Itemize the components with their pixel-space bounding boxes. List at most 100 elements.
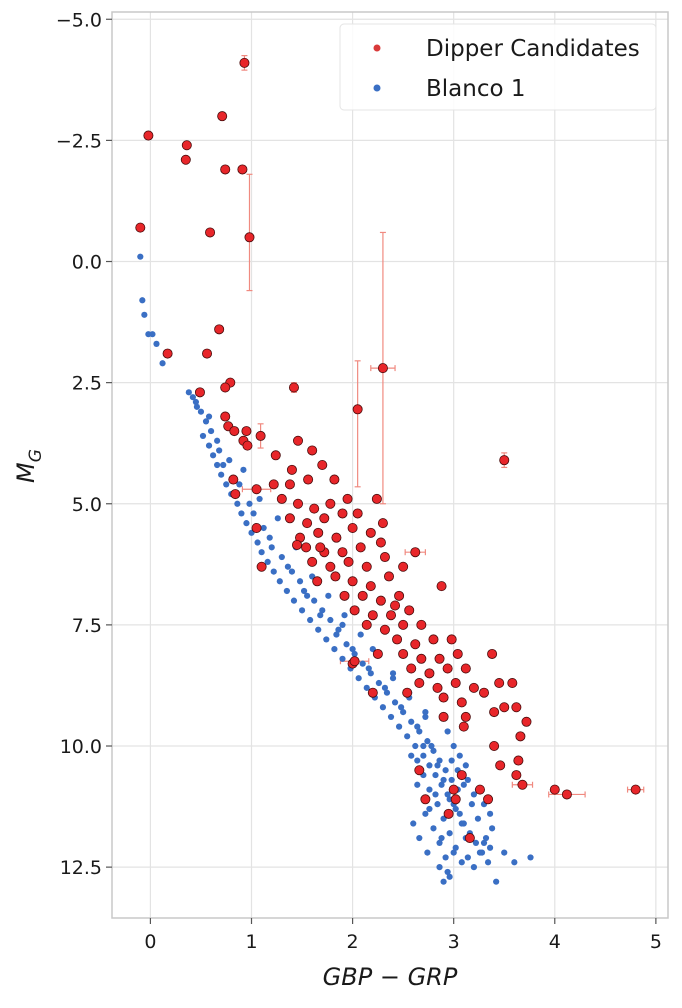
dipper-candidate-point (487, 648, 498, 659)
blanco-1-point (149, 331, 156, 338)
blanco-1-point (470, 791, 478, 798)
dipper-candidate-point (515, 731, 526, 742)
blanco-1-point (398, 704, 405, 711)
blanco-1-point (450, 742, 457, 750)
blanco-1-point (416, 834, 423, 842)
dipper-candidate-point (438, 711, 449, 722)
dipper-candidate-point (194, 387, 205, 398)
blanco-1-point (270, 568, 277, 575)
dipper-candidate-point (325, 561, 336, 572)
blanco-1-point (432, 771, 439, 779)
dipper-candidate-point (302, 518, 313, 529)
blanco-1-point (304, 592, 311, 599)
dipper-candidate-point (361, 619, 372, 630)
blanco-1-point (238, 510, 245, 517)
dipper-candidate-point (244, 232, 255, 243)
dipper-candidate-point (390, 600, 401, 611)
blanco-1-point (404, 733, 411, 740)
axis-ticks: 0 1 2 3 4 5 −5.0 −2.5 0.0 2.5 5.0 7.5 10.0 12.5 (56, 9, 662, 953)
blanco-1-point (141, 311, 148, 318)
blanco-1-point (430, 747, 437, 754)
blanco-1-point (422, 708, 429, 716)
blanco-1-point (440, 878, 447, 885)
dipper-candidate-point (349, 656, 360, 667)
dipper-candidate-point (202, 348, 213, 359)
dipper-candidate-point (489, 741, 500, 752)
dipper-candidate-point (284, 513, 295, 524)
dipper-candidate-point (507, 678, 518, 689)
dipper-candidate-point (511, 702, 522, 713)
dipper-candidate-point (349, 605, 360, 616)
dipper-candidate-point (230, 489, 241, 500)
x-tick-label: 2 (347, 931, 359, 953)
dipper-candidate-point (313, 527, 324, 538)
blanco-1-point (391, 699, 399, 706)
blanco-1-point (387, 713, 395, 721)
blanco-1-point (300, 587, 308, 595)
blanco-1-point (464, 854, 471, 861)
dipper-candidate-point (242, 440, 253, 451)
blanco-1-point (422, 713, 429, 721)
blanco-1-point (426, 805, 433, 813)
blanco-1-point (468, 801, 475, 808)
blanco-1-point (420, 752, 427, 759)
y-tick-label: −2.5 (56, 130, 102, 152)
blanco-1-point (296, 578, 304, 585)
dipper-candidate-point (392, 634, 403, 645)
blanco-1-point (349, 646, 356, 653)
dipper-candidate-point (448, 784, 459, 795)
x-tick-label: 4 (549, 931, 561, 953)
blanco-1-point (470, 864, 478, 871)
blanco-1-point (258, 549, 265, 556)
y-axis-title: MG (12, 449, 46, 483)
blanco-1-point (298, 607, 306, 614)
dipper-candidate-point (458, 721, 469, 732)
dipper-candidate-point (220, 382, 231, 393)
dipper-candidate-point (352, 508, 363, 519)
dipper-candidate-point (229, 426, 240, 437)
blanco-1-point (436, 864, 443, 871)
blanco-1-point (430, 825, 437, 832)
dipper-candidate-point (410, 547, 421, 558)
legend-box (339, 23, 657, 111)
dipper-candidate-point (456, 770, 467, 781)
dipper-candidate-point (268, 479, 279, 490)
dipper-candidate-point (367, 610, 378, 621)
dipper-candidate-point (398, 561, 409, 572)
blanco-1-point (458, 820, 465, 827)
blanco-1-point (185, 389, 192, 396)
blanco-1-point (482, 834, 490, 842)
dipper-candidate-point (288, 382, 299, 393)
dipper-candidate-point (181, 140, 192, 151)
dipper-candidate-point (276, 493, 287, 504)
blanco-1-point (436, 839, 443, 847)
blanco-1-point (420, 742, 427, 750)
blanco-1-point (333, 631, 340, 638)
blanco-1-point (436, 757, 443, 764)
dipper-candidate-point (284, 479, 295, 490)
blanco-1-point (527, 854, 534, 861)
error-bars (241, 55, 645, 798)
x-tick-label: 3 (448, 931, 460, 953)
blanco-1-point (284, 563, 291, 570)
blanco-1-point (223, 481, 230, 488)
dipper-candidate-point (561, 789, 572, 800)
dipper-candidate-point (214, 324, 225, 335)
y-tick-label: 7.5 (72, 615, 102, 637)
blanco-1-point (444, 728, 451, 735)
blanco-1-point (315, 626, 322, 633)
blanco-1-point (410, 820, 417, 827)
dipper-candidate-point (549, 784, 560, 795)
dipper-candidate-point (438, 692, 449, 703)
dipper-candidate-point (424, 668, 435, 679)
dipper-candidate-point (307, 556, 318, 567)
blanco-1-point (218, 471, 225, 478)
dipper-candidate-point (383, 571, 394, 582)
dipper-candidate-point (365, 527, 376, 538)
blanco-1-point (331, 646, 338, 653)
blanco-1-point (367, 670, 374, 677)
blanco-1-point (341, 612, 348, 619)
y-tick-label: 12.5 (60, 857, 102, 879)
dipper-candidate-point (312, 576, 323, 587)
dipper-candidate-point (436, 581, 447, 592)
